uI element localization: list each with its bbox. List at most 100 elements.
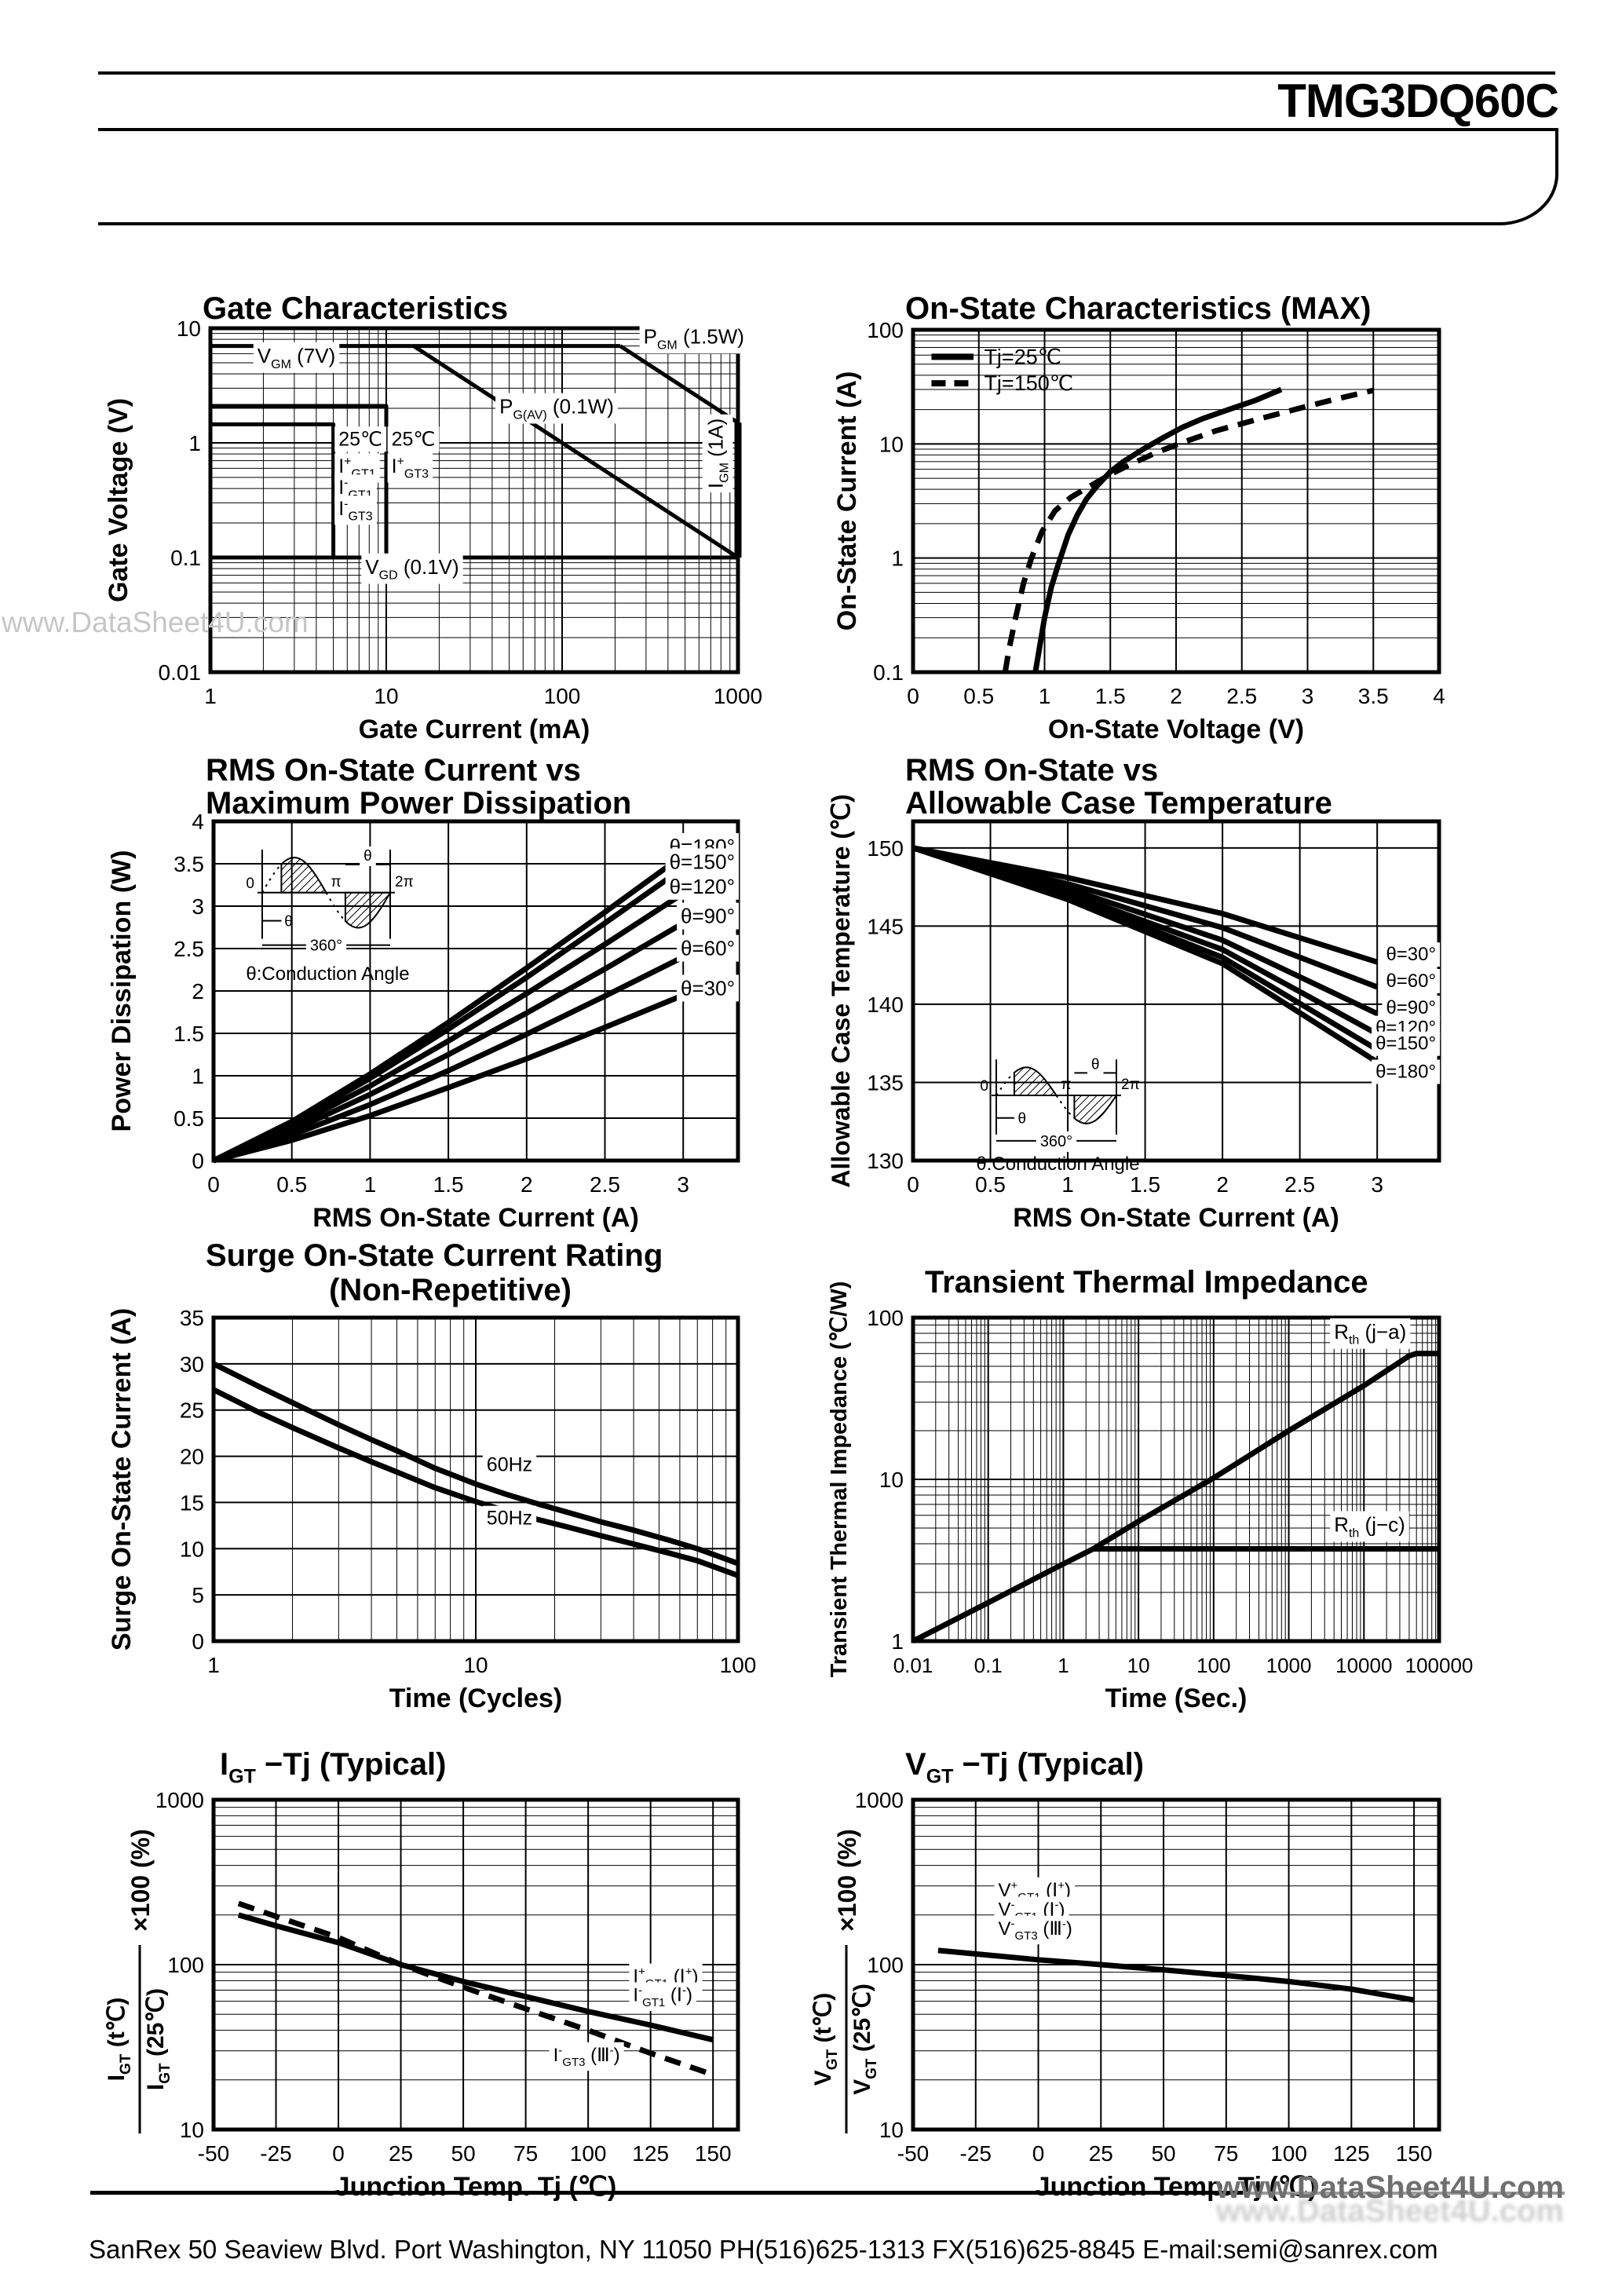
svg-text:I-GT3 (Ⅲ-): I-GT3 (Ⅲ-) <box>553 2044 620 2069</box>
chart-rms-current-vs-case-temperature: θ=30°θ=60°θ=90°θ=120°θ=150°θ=180°0 0.5 1 1.… <box>827 754 1441 1233</box>
svg-text:RMS On-State Current vs: RMS On-State Current vs <box>206 754 581 788</box>
svg-text:Tj=150℃: Tj=150℃ <box>984 371 1073 395</box>
svg-text:3.5: 3.5 <box>174 852 204 876</box>
svg-text:-25: -25 <box>960 2141 992 2166</box>
svg-text:θ=180°: θ=180° <box>1375 1062 1436 1083</box>
svg-text:75: 75 <box>1214 2141 1238 2166</box>
svg-text:1: 1 <box>891 1629 904 1654</box>
svg-text:20: 20 <box>180 1445 204 1469</box>
svg-text:VGT (t℃): VGT (t℃) <box>810 1993 841 2086</box>
svg-text:100: 100 <box>544 684 581 708</box>
svg-text:2.5: 2.5 <box>590 1172 620 1197</box>
svg-text:1: 1 <box>1058 1654 1069 1677</box>
svg-text:0: 0 <box>207 1172 220 1197</box>
svg-text:θ: θ <box>1091 1056 1100 1073</box>
svg-text:150: 150 <box>867 836 904 861</box>
svg-text:-25: -25 <box>260 2141 291 2166</box>
svg-text:10: 10 <box>180 1537 204 1561</box>
svg-text:θ=150°: θ=150° <box>1375 1033 1436 1055</box>
svg-text:1.5: 1.5 <box>1130 1172 1160 1197</box>
svg-text:4: 4 <box>1433 684 1445 708</box>
chart-surge-current-rating: 60Hz 50Hz 1 10 100 0 5 10 15 20 25 30 35 Time (Cycles… <box>107 1241 756 1713</box>
svg-text:100: 100 <box>167 1953 204 1977</box>
svg-text:25℃: 25℃ <box>338 428 382 450</box>
svg-text:0.01: 0.01 <box>893 1654 933 1677</box>
svg-text:Transient Thermal Impedance (℃: Transient Thermal Impedance (℃/W) <box>827 1281 852 1678</box>
svg-text:Surge On-State Current (A): Surge On-State Current (A) <box>107 1308 137 1651</box>
svg-text:VGT −Tj (Typical): VGT −Tj (Typical) <box>905 1747 1144 1787</box>
svg-text:0.5: 0.5 <box>975 1172 1006 1197</box>
svg-text:RMS On-State Current (A): RMS On-State Current (A) <box>312 1203 639 1233</box>
svg-text:150: 150 <box>695 2141 732 2166</box>
svg-text:On-State Voltage (V): On-State Voltage (V) <box>1048 715 1304 744</box>
svg-text:IGT (t℃): IGT (t℃) <box>104 1998 134 2082</box>
svg-text:0.5: 0.5 <box>963 684 994 708</box>
svg-text:-50: -50 <box>198 2141 229 2166</box>
svg-text:35: 35 <box>180 1306 204 1330</box>
svg-text:0: 0 <box>332 2141 345 2166</box>
svg-text:Power Dissipation (W): Power Dissipation (W) <box>107 850 137 1132</box>
svg-text:360°: 360° <box>1040 1133 1072 1150</box>
svg-text:On-State Current (A): On-State Current (A) <box>832 371 862 631</box>
svg-text:Allowable Case Temperature: Allowable Case Temperature <box>905 786 1332 821</box>
svg-text:Transient Thermal Impedance: Transient Thermal Impedance <box>925 1265 1368 1300</box>
svg-text:θ:Conduction Angle: θ:Conduction Angle <box>976 1153 1139 1175</box>
svg-text:PG(AV) (0.1W): PG(AV) (0.1W) <box>499 395 614 422</box>
svg-text:10000: 10000 <box>1335 1654 1392 1677</box>
svg-text:0.01: 0.01 <box>159 660 202 685</box>
svg-text:2.5: 2.5 <box>174 937 204 961</box>
svg-text:On-State Characteristics (MAX): On-State Characteristics (MAX) <box>905 291 1371 326</box>
svg-text:60Hz: 60Hz <box>487 1453 532 1475</box>
svg-text:VGT (25℃): VGT (25℃) <box>849 1983 880 2095</box>
svg-text:100: 100 <box>1196 1654 1230 1677</box>
svg-text:Gate Characteristics: Gate Characteristics <box>203 291 508 326</box>
header-tab-box <box>98 128 1558 225</box>
footer-rule <box>90 2191 1243 2195</box>
svg-text:θ:Conduction Angle: θ:Conduction Angle <box>246 963 409 985</box>
svg-text:2.5: 2.5 <box>1284 1172 1315 1197</box>
svg-text:1000: 1000 <box>155 1788 204 1812</box>
svg-text:Maximum Power Dissipation: Maximum Power Dissipation <box>206 786 631 821</box>
svg-text:10: 10 <box>177 316 201 341</box>
svg-text:I-GT3: I-GT3 <box>338 497 373 523</box>
svg-text:1: 1 <box>207 1653 220 1677</box>
svg-text:θ=150°: θ=150° <box>670 850 735 874</box>
svg-text:10: 10 <box>180 2118 204 2142</box>
chart-vgt-vs-tj: V+GT1 (Ⅰ+)V-GT1 (Ⅰ-)V-GT3 (Ⅲ-)-50-250255… <box>810 1747 1441 2202</box>
svg-text:V-GT3 (Ⅲ-): V-GT3 (Ⅲ-) <box>999 1918 1072 1943</box>
svg-text:3: 3 <box>192 894 204 919</box>
svg-text:θ: θ <box>363 848 372 865</box>
header-rule-top <box>98 71 1555 75</box>
chart-on-state-characteristics: Tj=25℃Tj=150℃0 0.5 1 1.5 2 2.5 3 3.5 40.1110100O… <box>832 291 1445 744</box>
svg-text:75: 75 <box>513 2141 538 2166</box>
chart-transient-thermal-impedance: Rth (j−a) Rth (j−c) 0.01 0.1 1 10 100 1000 10000… <box>827 1265 1473 1713</box>
svg-text:140: 140 <box>867 993 904 1017</box>
svg-text:Time (Cycles): Time (Cycles) <box>389 1684 562 1713</box>
svg-text:2π: 2π <box>395 874 414 890</box>
svg-text:100: 100 <box>867 318 904 342</box>
svg-text:30: 30 <box>180 1352 204 1377</box>
svg-text:I+GT3: I+GT3 <box>392 455 429 481</box>
svg-text:3: 3 <box>1371 1172 1383 1197</box>
svg-text:4: 4 <box>192 810 204 834</box>
svg-text:0: 0 <box>246 876 254 892</box>
svg-text:125: 125 <box>632 2141 669 2166</box>
svg-text:2.5: 2.5 <box>1226 684 1257 708</box>
svg-text:1: 1 <box>364 1172 377 1197</box>
svg-text:1.5: 1.5 <box>1095 684 1126 708</box>
svg-text:3: 3 <box>1302 684 1314 708</box>
svg-text:1000: 1000 <box>855 1788 904 1812</box>
svg-text:θ=60°: θ=60° <box>1386 971 1436 992</box>
svg-text:π: π <box>331 874 342 890</box>
svg-text:1: 1 <box>192 1064 204 1088</box>
svg-text:135: 135 <box>867 1070 904 1095</box>
chart-rms-current-vs-power-dissipation: θ=180°θ=150°θ=120°θ=90°θ=60°θ=30°0 0.5 1 1.… <box>107 754 740 1233</box>
svg-text:IGM (1A): IGM (1A) <box>704 419 732 488</box>
svg-text:1: 1 <box>1039 684 1051 708</box>
svg-text:Allowable Case Temperature (℃): Allowable Case Temperature (℃) <box>827 794 855 1187</box>
svg-text:2: 2 <box>1216 1172 1229 1197</box>
svg-text:Gate Current (mA): Gate Current (mA) <box>359 715 590 744</box>
svg-text:Tj=25℃: Tj=25℃ <box>984 345 1061 368</box>
svg-text:Junction Temp. Tj (℃): Junction Temp. Tj (℃) <box>335 2172 617 2202</box>
svg-text:25: 25 <box>1089 2141 1113 2166</box>
